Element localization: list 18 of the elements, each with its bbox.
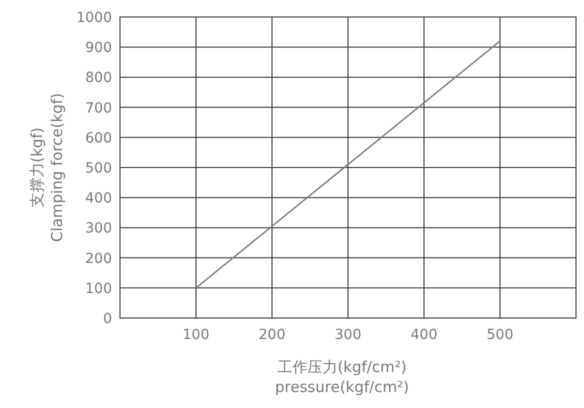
y-tick-label: 700 bbox=[85, 100, 112, 116]
y-tick-label: 600 bbox=[85, 130, 112, 146]
x-tick-label: 500 bbox=[486, 327, 514, 343]
y-tick-label: 1000 bbox=[76, 10, 112, 26]
y-tick-label: 300 bbox=[85, 220, 112, 237]
y-axis-title: 支撑力(kgf) Clamping force(kgf) bbox=[28, 93, 66, 242]
x-tick-label: 400 bbox=[410, 327, 438, 343]
x-tick-label: 200 bbox=[258, 327, 286, 343]
y-tick-label: 200 bbox=[85, 250, 112, 267]
y-tick-label: 100 bbox=[85, 280, 112, 297]
x-tick-label: 100 bbox=[182, 327, 210, 343]
x-axis-title: 工作压力(kgf/cm²) pressure(kgf/cm²) bbox=[275, 358, 409, 396]
y-tick-label: 400 bbox=[85, 190, 112, 207]
x-tick-label: 300 bbox=[334, 327, 362, 343]
y-tick-label: 500 bbox=[85, 160, 112, 176]
y-tick-label: 900 bbox=[85, 40, 112, 56]
y-tick-label: 0 bbox=[103, 311, 112, 327]
y-tick-label: 800 bbox=[85, 70, 112, 86]
